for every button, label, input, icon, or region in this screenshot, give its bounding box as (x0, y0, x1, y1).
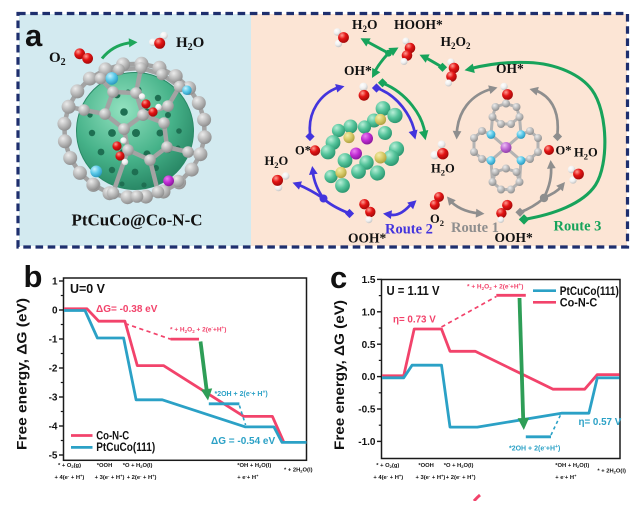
svg-text:Co-N-C: Co-N-C (560, 298, 598, 310)
svg-text:1: 1 (52, 277, 58, 288)
svg-text:a: a (25, 18, 43, 53)
svg-text:*2OH + 2(e-+H+): *2OH + 2(e-+H+) (509, 444, 560, 453)
svg-text:1.5: 1.5 (362, 275, 376, 286)
svg-text:Route 2: Route 2 (385, 222, 433, 238)
svg-text:* + 2H2O(l): * + 2H2O(l) (597, 469, 626, 475)
svg-text:* + H2O2 + 2(e-+H+): * + H2O2 + 2(e-+H+) (467, 282, 523, 291)
svg-text:Free energy, ΔG (eV): Free energy, ΔG (eV) (15, 298, 30, 450)
svg-text:PtCuCo(111): PtCuCo(111) (560, 284, 619, 298)
svg-text:c: c (330, 260, 347, 295)
svg-text:-1.0: -1.0 (358, 437, 376, 448)
svg-text:-3: -3 (49, 393, 58, 404)
svg-text:-4: -4 (49, 422, 58, 433)
svg-text:*OH + H2O(l): *OH + H2O(l) (237, 463, 271, 469)
svg-text:U = 1.11 V: U = 1.11 V (387, 283, 440, 298)
svg-text:+ 4(e- + H+): + 4(e- + H+) (373, 473, 403, 481)
svg-text:η= 0.73 V: η= 0.73 V (393, 315, 436, 326)
svg-text:OH*: OH* (496, 61, 524, 76)
svg-text:b: b (24, 259, 43, 294)
svg-text:HOOH*: HOOH* (394, 17, 443, 32)
svg-text:+ 2(e- + H+): + 2(e- + H+) (127, 473, 157, 481)
svg-text:ΔG = -0.54 eV: ΔG = -0.54 eV (211, 436, 275, 447)
svg-text:Free energy, ΔG (eV): Free energy, ΔG (eV) (332, 300, 347, 450)
svg-text:* + O2(g): * + O2(g) (58, 463, 81, 469)
svg-text:ΔG= -0.38 eV: ΔG= -0.38 eV (96, 304, 158, 315)
svg-text:OOH*: OOH* (348, 231, 387, 246)
svg-text:*2OH + 2(e-+ H+): *2OH + 2(e-+ H+) (215, 390, 268, 399)
svg-text:PtCuCo(111): PtCuCo(111) (96, 440, 155, 454)
svg-text:PtCuCo@Co-N-C: PtCuCo@Co-N-C (71, 211, 202, 230)
svg-text:+ e-+ H+: + e-+ H+ (237, 473, 259, 481)
svg-text:OOH*: OOH* (495, 230, 534, 245)
svg-text:0.5: 0.5 (362, 340, 376, 351)
svg-text:*O + H2O(l): *O + H2O(l) (444, 463, 474, 469)
svg-text:η= 0.57 V: η= 0.57 V (579, 417, 622, 428)
svg-text:Route 3: Route 3 (554, 219, 602, 235)
svg-text:* + 2H2O(l): * + 2H2O(l) (284, 468, 313, 474)
svg-text:0: 0 (52, 306, 58, 317)
svg-text:*O + H2O(l): *O + H2O(l) (123, 463, 153, 469)
svg-text:Route 1: Route 1 (451, 220, 499, 236)
svg-text:+ 3(e- + H+): + 3(e- + H+) (95, 473, 125, 481)
svg-text:+ e-+ H+: + e-+ H+ (555, 473, 577, 481)
svg-text:*OH + H2O(l): *OH + H2O(l) (555, 463, 589, 469)
svg-text:OH*: OH* (344, 63, 372, 78)
svg-text:* + H2O2 + 2(e-+H+): * + H2O2 + 2(e-+H+) (170, 325, 226, 334)
svg-text:1.0: 1.0 (362, 307, 376, 318)
svg-text:0.0: 0.0 (362, 372, 376, 383)
svg-text:-1: -1 (49, 335, 58, 346)
svg-text:O*: O* (556, 144, 572, 158)
svg-text:*OOH: *OOH (97, 463, 112, 469)
svg-text:* + O2(g): * + O2(g) (376, 463, 399, 469)
svg-text:*OOH: *OOH (418, 463, 433, 469)
svg-text:+ 2(e- + H+): + 2(e- + H+) (446, 473, 476, 481)
svg-text:-0.5: -0.5 (358, 405, 376, 416)
svg-text:-5: -5 (49, 451, 58, 462)
svg-text:+ 4(e- + H+): + 4(e- + H+) (55, 473, 85, 481)
svg-text:O*: O* (295, 144, 311, 158)
svg-text:+ 3(e- + H+): + 3(e- + H+) (416, 473, 446, 481)
svg-text:U=0 V: U=0 V (70, 281, 105, 296)
svg-text:-2: -2 (49, 364, 58, 375)
